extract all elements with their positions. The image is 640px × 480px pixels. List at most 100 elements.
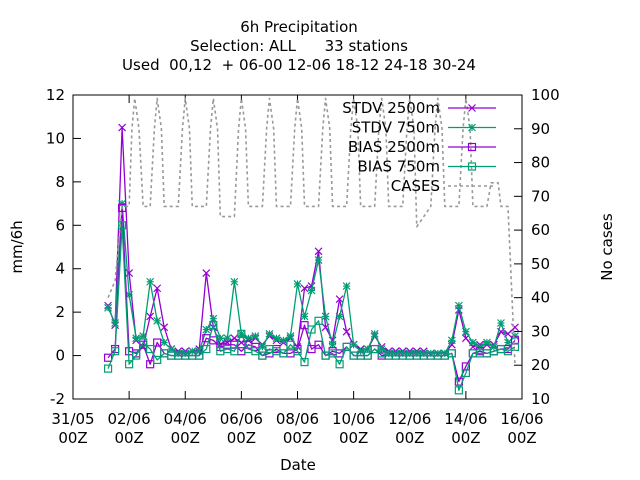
series-1-point-56 bbox=[497, 319, 505, 327]
y2-tick-label-0: 10 bbox=[531, 390, 550, 408]
title-line-2: Selection: ALL 33 stations bbox=[190, 37, 408, 55]
series-3-point-14 bbox=[202, 344, 211, 354]
series-3-point-51-shape bbox=[461, 368, 470, 378]
series-1-point-51 bbox=[461, 327, 470, 336]
series-2-point-2 bbox=[118, 203, 127, 213]
series-2-point-6 bbox=[146, 360, 155, 369]
series-1-point-29 bbox=[307, 286, 316, 295]
series-3-point-57-shape bbox=[503, 347, 513, 356]
legend-label-2: BIAS 2500m bbox=[348, 138, 440, 156]
y2-tick-label-6: 70 bbox=[531, 187, 550, 205]
series-3-point-26-shape bbox=[286, 340, 295, 349]
series-2-point-29 bbox=[307, 344, 316, 354]
series-1-point-12 bbox=[188, 347, 197, 356]
series-1-point-32 bbox=[328, 340, 337, 349]
y2-axis-label: No cases bbox=[598, 213, 616, 281]
series-1-point-7 bbox=[153, 316, 162, 325]
series-1-point-35 bbox=[349, 340, 358, 349]
series-3-point-29-shape bbox=[307, 325, 316, 334]
y2-tick-label-9: 100 bbox=[531, 86, 560, 104]
plot-area: -202468101210203040506070809010031/0500Z… bbox=[46, 86, 560, 447]
series-1-point-49 bbox=[447, 336, 456, 345]
series-3-point-19-shape bbox=[237, 329, 246, 338]
x-axis-label: Date bbox=[280, 456, 316, 474]
series-1-point-0 bbox=[104, 303, 113, 312]
x-tick-label-hour-8: 00Z bbox=[507, 429, 536, 447]
series-1-point-37 bbox=[363, 345, 372, 353]
x-tick-label-5: 10/06 bbox=[332, 410, 375, 428]
series-3-point-49 bbox=[447, 349, 456, 358]
series-1-point-58 bbox=[511, 332, 519, 340]
series-1-point-53 bbox=[475, 342, 484, 351]
series-3-point-26 bbox=[286, 340, 295, 349]
series-0-point-7 bbox=[153, 284, 162, 293]
y-tick-label-7: 12 bbox=[46, 86, 65, 104]
x-tick-label-hour-4: 00Z bbox=[283, 429, 312, 447]
series-1-point-33 bbox=[335, 312, 344, 321]
series-0-point-2 bbox=[118, 123, 127, 132]
series-1-point-54 bbox=[482, 338, 491, 347]
series-0-point-8 bbox=[160, 323, 169, 332]
y2-tick-label-3: 40 bbox=[531, 289, 550, 307]
series-2-point-2-shape bbox=[118, 203, 127, 213]
x-tick-label-4: 08/06 bbox=[276, 410, 319, 428]
series-1-point-4 bbox=[132, 334, 141, 343]
series-1-point-38 bbox=[370, 329, 379, 338]
series-1-point-25 bbox=[279, 336, 288, 345]
y-tick-label-6: 10 bbox=[46, 129, 65, 147]
series-1-point-15 bbox=[209, 314, 218, 323]
series-2-point-28-shape bbox=[300, 321, 309, 330]
series-3-point-32-shape bbox=[328, 349, 337, 358]
series-3-point-27 bbox=[293, 347, 302, 356]
series-3-point-32 bbox=[328, 349, 337, 358]
series-1-point-52 bbox=[468, 338, 477, 347]
series-2-point-7 bbox=[153, 338, 162, 347]
legend-label-4: CASES bbox=[391, 177, 440, 195]
series-0-point-18-b bbox=[230, 334, 239, 343]
x-tick-label-hour-0: 00Z bbox=[58, 429, 87, 447]
legend-marker-0 bbox=[468, 104, 476, 112]
series-3-point-25-shape bbox=[279, 349, 288, 358]
x-tick-label-2: 04/06 bbox=[164, 410, 207, 428]
series-3-point-19 bbox=[237, 329, 246, 338]
series-1-point-36 bbox=[356, 347, 365, 356]
series-3-point-2 bbox=[118, 221, 127, 230]
series-3-point-29 bbox=[307, 325, 316, 334]
series-line-4 bbox=[107, 97, 516, 366]
x-tick-label-hour-2: 00Z bbox=[171, 429, 200, 447]
y-tick-label-4: 6 bbox=[55, 216, 65, 234]
series-line-0 bbox=[107, 126, 516, 355]
series-3-point-49-shape bbox=[447, 349, 456, 358]
series-3-point-22-shape bbox=[258, 351, 267, 360]
series-3-point-30 bbox=[314, 316, 323, 325]
series-1-point-22 bbox=[258, 342, 267, 351]
series-2-point-30-shape bbox=[314, 340, 323, 349]
series-1-point-21 bbox=[251, 332, 260, 340]
x-tick-label-8: 16/06 bbox=[500, 410, 543, 428]
legend-marker-3-shape bbox=[467, 162, 477, 171]
x-tick-label-hour-1: 00Z bbox=[114, 429, 143, 447]
legend-marker-3 bbox=[467, 162, 477, 171]
plot-frame bbox=[72, 94, 523, 400]
series-2-point-6-shape bbox=[146, 360, 155, 369]
series-0-point-30-b bbox=[314, 247, 323, 256]
y-axis-label: mm/6h bbox=[8, 220, 26, 273]
y-tick-label-5: 8 bbox=[55, 173, 65, 191]
series-3-point-38 bbox=[370, 344, 379, 354]
legend-label-0: STDV 2500m bbox=[342, 99, 440, 117]
series-3-point-6 bbox=[146, 344, 155, 354]
series-1-point-50 bbox=[454, 301, 463, 310]
series-3-point-15 bbox=[209, 321, 218, 330]
series-1-point-26 bbox=[286, 332, 295, 340]
series-3-point-7 bbox=[153, 355, 162, 365]
series-1-point-1 bbox=[111, 319, 120, 327]
series-2-point-29-shape bbox=[307, 344, 316, 354]
series-3-point-25 bbox=[279, 349, 288, 358]
series-0-point-33-b bbox=[335, 295, 344, 304]
series-0-point-14-b bbox=[202, 269, 211, 277]
legend-marker-1 bbox=[468, 123, 476, 132]
series-1-point-57 bbox=[504, 338, 512, 347]
series-1-point-14 bbox=[202, 325, 211, 334]
series-3-point-2-shape bbox=[118, 221, 127, 230]
series-3-point-34 bbox=[342, 342, 351, 351]
